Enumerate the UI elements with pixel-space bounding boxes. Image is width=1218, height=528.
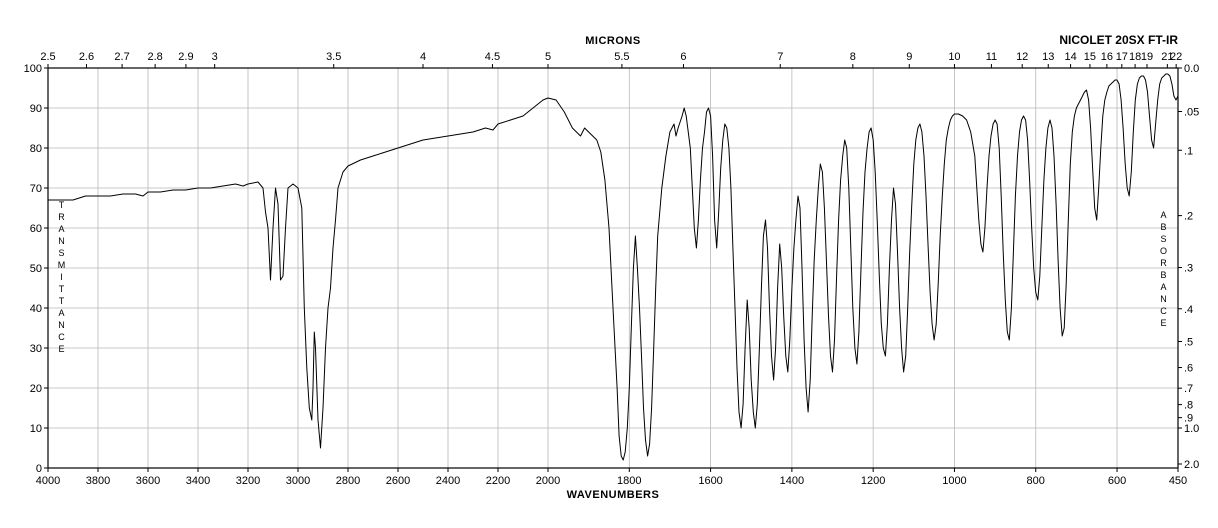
bottom-tick-label: 3000 <box>286 475 310 487</box>
chart-svg: 0102030405060708090100TRANSMITTANCE0.0.0… <box>0 0 1218 528</box>
top-tick-label: 3.5 <box>326 51 341 63</box>
right-tick-label: .5 <box>1184 337 1193 349</box>
top-tick-label: 14 <box>1064 51 1076 63</box>
top-tick-label: 18 <box>1129 51 1141 63</box>
left-axis-title: T <box>59 200 66 210</box>
top-tick-label: 7 <box>777 51 783 63</box>
right-tick-label: 1.0 <box>1184 423 1199 435</box>
bottom-tick-label: 4000 <box>36 475 60 487</box>
right-tick-label: .7 <box>1184 383 1193 395</box>
bottom-tick-label: 3800 <box>86 475 110 487</box>
right-tick-label: 0.0 <box>1184 63 1199 75</box>
left-tick-label: 80 <box>30 143 42 155</box>
bottom-tick-label: 2400 <box>436 475 460 487</box>
grid <box>48 68 1178 468</box>
top-tick-label: 13 <box>1042 51 1054 63</box>
bottom-tick-label: 2200 <box>486 475 510 487</box>
top-tick-label: 4.5 <box>485 51 500 63</box>
bottom-tick-label: 800 <box>1027 475 1045 487</box>
left-tick-label: 30 <box>30 343 42 355</box>
bottom-tick-label: 3400 <box>186 475 210 487</box>
left-axis-title: M <box>58 260 67 270</box>
spectrum-line <box>48 74 1178 460</box>
top-tick-label: 22 <box>1170 51 1182 63</box>
top-tick-label: 11 <box>986 51 997 63</box>
top-tick-label: 12 <box>1016 51 1028 63</box>
bottom-tick-label: 2600 <box>386 475 410 487</box>
right-axis-title: A <box>1160 282 1167 292</box>
bottom-tick-label: 1000 <box>942 475 966 487</box>
top-tick-label: 2.6 <box>79 51 94 63</box>
top-tick-label: 19 <box>1141 51 1153 63</box>
left-tick-label: 20 <box>30 383 42 395</box>
left-tick-label: 100 <box>24 63 42 75</box>
left-axis-title: R <box>58 212 66 222</box>
bottom-tick-label: 450 <box>1169 475 1187 487</box>
right-axis-title: R <box>1160 258 1168 268</box>
bottom-axis-title: WAVENUMBERS <box>567 489 660 501</box>
right-axis-title: O <box>1160 246 1168 256</box>
top-tick-label: 5 <box>545 51 551 63</box>
right-tick-label: .6 <box>1184 363 1193 375</box>
top-tick-label: 2.5 <box>40 51 55 63</box>
left-axis-title: N <box>58 320 66 330</box>
top-tick-label: 8 <box>850 51 856 63</box>
right-tick-label: .1 <box>1184 145 1193 157</box>
right-tick-label: .2 <box>1184 211 1193 223</box>
bottom-tick-label: 3200 <box>236 475 260 487</box>
top-tick-label: 16 <box>1101 51 1113 63</box>
top-tick-label: 6 <box>680 51 686 63</box>
top-tick-label: 5.5 <box>614 51 629 63</box>
right-tick-label: .4 <box>1184 304 1193 316</box>
top-tick-label: 3 <box>212 51 218 63</box>
left-axis-title: A <box>58 308 65 318</box>
left-axis-title: A <box>58 224 65 234</box>
bottom-tick-label: 3600 <box>136 475 160 487</box>
top-axis-title: MICRONS <box>585 35 640 47</box>
top-tick-label: 4 <box>420 51 426 63</box>
left-axis-title: C <box>58 332 66 342</box>
left-tick-label: 40 <box>30 303 42 315</box>
left-tick-label: 10 <box>30 423 42 435</box>
right-axis-title: E <box>1160 318 1167 328</box>
right-axis-title: N <box>1160 294 1168 304</box>
top-tick-label: 17 <box>1116 51 1128 63</box>
top-tick-label: 2.8 <box>147 51 162 63</box>
top-tick-label: 9 <box>906 51 912 63</box>
left-tick-label: 50 <box>30 263 42 275</box>
bottom-tick-label: 1400 <box>780 475 804 487</box>
ir-spectrum-chart: 0102030405060708090100TRANSMITTANCE0.0.0… <box>0 0 1218 528</box>
right-tick-label: .3 <box>1184 263 1193 275</box>
bottom-tick-label: 2800 <box>336 475 360 487</box>
bottom-tick-label: 600 <box>1108 475 1126 487</box>
left-tick-label: 90 <box>30 103 42 115</box>
right-tick-label: .8 <box>1184 400 1193 412</box>
top-tick-label: 10 <box>948 51 960 63</box>
left-axis-title: S <box>58 248 65 258</box>
right-axis-title: A <box>1160 210 1167 220</box>
left-axis-title: N <box>58 236 66 246</box>
left-axis-title: I <box>60 272 64 282</box>
bottom-tick-label: 1600 <box>698 475 722 487</box>
top-tick-label: 15 <box>1084 51 1096 63</box>
right-axis-title: S <box>1160 234 1167 244</box>
left-tick-label: 70 <box>30 183 42 195</box>
right-axis-title: B <box>1160 270 1167 280</box>
bottom-tick-label: 1200 <box>861 475 885 487</box>
left-axis-title: T <box>59 296 66 306</box>
left-axis-title: T <box>59 284 66 294</box>
bottom-tick-label: 2000 <box>536 475 560 487</box>
right-axis-title: C <box>1160 306 1168 316</box>
bottom-tick-label: 1800 <box>617 475 641 487</box>
left-axis-title: E <box>58 344 65 354</box>
instrument-label: NICOLET 20SX FT-IR <box>1059 33 1178 47</box>
right-axis-title: B <box>1160 222 1167 232</box>
top-tick-label: 2.9 <box>178 51 193 63</box>
right-tick-label: 2.0 <box>1184 459 1199 471</box>
left-tick-label: 0 <box>36 463 42 475</box>
left-tick-label: 60 <box>30 223 42 235</box>
right-tick-label: .05 <box>1184 106 1199 118</box>
top-tick-label: 2.7 <box>114 51 129 63</box>
